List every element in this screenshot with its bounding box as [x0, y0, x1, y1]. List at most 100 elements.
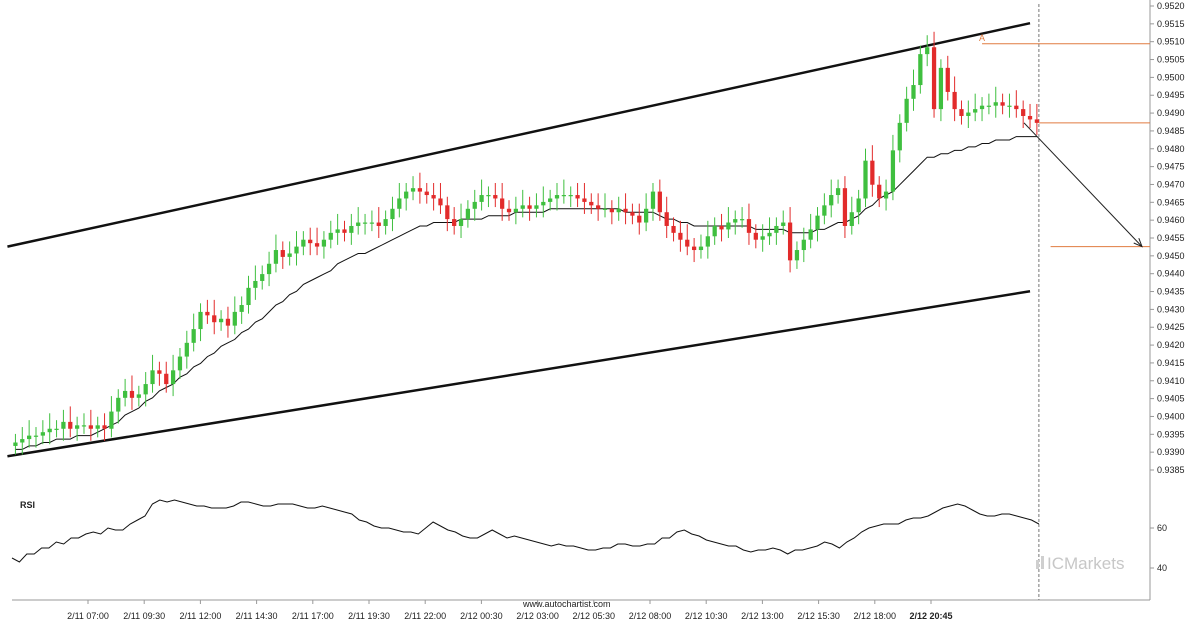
candle-body: [266, 263, 272, 275]
y-tick-label: 0.9510: [1157, 37, 1185, 47]
x-tick-label: 2/11 07:00: [67, 611, 109, 621]
candle-body: [239, 305, 244, 312]
candle: [808, 213, 813, 249]
candle-body: [116, 397, 121, 412]
candle-body: [644, 208, 649, 223]
candle: [794, 241, 800, 269]
y-tick-label: 0.9480: [1157, 144, 1185, 154]
candle-body: [342, 229, 347, 233]
candle-body: [842, 188, 848, 226]
candle-body: [719, 225, 724, 230]
candle: [205, 299, 210, 324]
y-tick-label: 0.9475: [1157, 162, 1185, 172]
candle-body: [986, 105, 992, 107]
channel-lines: [7, 21, 1031, 458]
y-tick-label: 0.9485: [1157, 126, 1185, 136]
candle: [102, 413, 107, 441]
candle: [1000, 93, 1005, 115]
x-tick-label: 2/11 12:00: [179, 611, 221, 621]
x-tick-label: 2/12 20:45: [909, 611, 952, 621]
candle: [68, 406, 73, 438]
rsi-tick-label: 60: [1157, 523, 1167, 533]
channel-lower-line: [7, 290, 1031, 458]
candle-body: [301, 239, 306, 247]
candle-body: [61, 421, 66, 429]
candle-body: [410, 188, 416, 192]
candle-body: [630, 212, 635, 216]
candle: [719, 213, 724, 242]
candle: [883, 179, 889, 211]
candle-body: [938, 67, 944, 110]
candle: [671, 217, 676, 242]
candle-body: [417, 188, 423, 192]
candle-body: [177, 356, 183, 371]
candle: [438, 183, 443, 214]
candle-body: [40, 432, 45, 436]
brand-bar-icon: [1036, 560, 1039, 569]
candle-body: [541, 201, 546, 206]
candle-body: [856, 198, 861, 213]
candle: [129, 375, 135, 410]
candle-body: [129, 390, 135, 398]
candle-body: [746, 219, 752, 233]
candle: [232, 296, 237, 335]
candle-body: [314, 243, 320, 247]
candle: [157, 361, 162, 386]
candle: [465, 200, 471, 228]
candle-body: [47, 428, 52, 433]
point-a-label: A: [979, 33, 985, 43]
candle: [260, 265, 265, 290]
candle-body: [157, 370, 162, 374]
candle-body: [1027, 115, 1033, 120]
candle: [27, 420, 32, 448]
candle-body: [81, 425, 87, 427]
candle-body: [1014, 105, 1019, 110]
x-tick-label: 2/12 00:30: [460, 611, 503, 621]
rsi-panel: 60 40: [11, 499, 1167, 573]
candle-body: [760, 236, 765, 240]
candle-body: [602, 208, 608, 210]
candle: [143, 372, 148, 407]
candle-body: [561, 195, 566, 197]
candle-body: [390, 208, 395, 220]
candle-body: [925, 47, 930, 55]
candle-body: [664, 212, 669, 226]
y-tick-label: 0.9440: [1157, 269, 1185, 279]
candle: [568, 186, 573, 208]
candle: [575, 183, 580, 208]
y-tick-label: 0.9495: [1157, 90, 1185, 100]
candle: [136, 385, 141, 407]
candle: [88, 409, 93, 441]
x-axis-ticks: 2/11 07:00 2/11 09:30 2/11 12:00 2/11 14:30…: [67, 600, 953, 621]
candle-body: [911, 85, 916, 99]
candle-body: [527, 205, 532, 209]
candle: [637, 203, 642, 235]
candle-body: [232, 311, 237, 326]
candle-body: [164, 373, 169, 385]
candle: [410, 176, 416, 201]
candle: [815, 207, 820, 242]
candle: [61, 409, 66, 441]
candle-body: [20, 439, 25, 443]
candle: [294, 231, 299, 266]
candle: [47, 413, 52, 445]
candle: [81, 413, 87, 434]
candle: [589, 193, 594, 214]
plot-background: [12, 0, 1151, 601]
candle-body: [280, 250, 285, 257]
candle: [691, 238, 697, 263]
source-credit: www.autochartist.com: [522, 599, 611, 609]
candle-body: [753, 232, 758, 240]
candle-body: [554, 195, 560, 199]
candle-body: [678, 232, 683, 240]
candle-body: [452, 219, 457, 226]
candle: [493, 183, 498, 208]
y-tick-label: 0.9520: [1157, 1, 1185, 11]
candle-body: [356, 222, 361, 226]
candle-body: [479, 195, 484, 202]
y-tick-label: 0.9405: [1157, 394, 1185, 404]
candle: [479, 179, 484, 211]
candle-body: [973, 109, 978, 113]
candle-body: [170, 370, 176, 385]
